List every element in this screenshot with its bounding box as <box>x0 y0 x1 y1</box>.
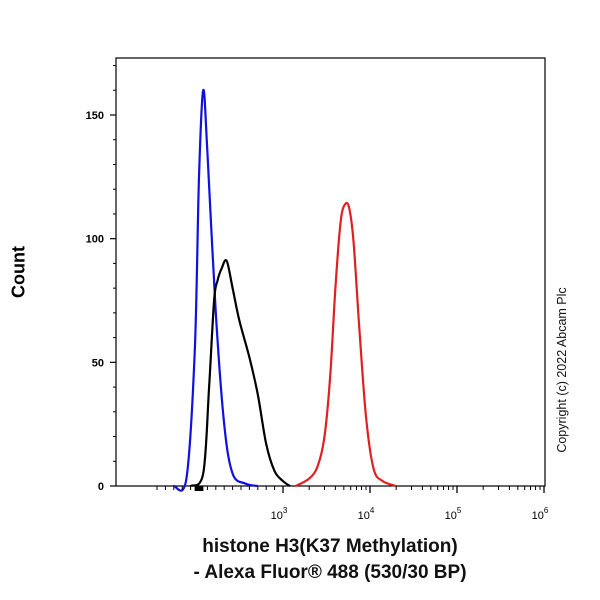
x-axis-ticks: 103 104 105 106 <box>156 486 549 522</box>
y-tick-label: 50 <box>92 357 104 369</box>
y-axis-label-text: Count <box>8 246 29 298</box>
x-axis-label: histone H3(K37 Methylation) - Alexa Fluo… <box>100 534 560 586</box>
series-line-2 <box>189 259 291 487</box>
copyright-notice: Copyright (c) 2022 Abcam Plc <box>550 250 574 490</box>
copyright-text: Copyright (c) 2022 Abcam Plc <box>555 287 569 453</box>
x-tick-label: 105 <box>445 506 462 522</box>
y-tick-label: 100 <box>86 234 104 246</box>
x-tick-label: 103 <box>271 506 288 522</box>
x-tick-label: 104 <box>358 506 375 522</box>
y-tick-label: 0 <box>98 481 104 493</box>
x-axis-label-line2: - Alexa Fluor® 488 (530/30 BP) <box>193 562 467 583</box>
y-tick-label: 150 <box>86 110 104 122</box>
series-line-1 <box>172 88 259 492</box>
x-tick-label: 106 <box>532 506 549 522</box>
y-axis-ticks: 0 50 100 150 <box>86 65 116 493</box>
plot-frame <box>115 57 546 487</box>
x-axis-label-line1: histone H3(K37 Methylation) <box>202 536 458 557</box>
series-line-3 <box>295 201 397 488</box>
y-axis-label: Count <box>4 232 34 312</box>
series-group <box>172 88 397 492</box>
plot-border <box>115 57 546 487</box>
